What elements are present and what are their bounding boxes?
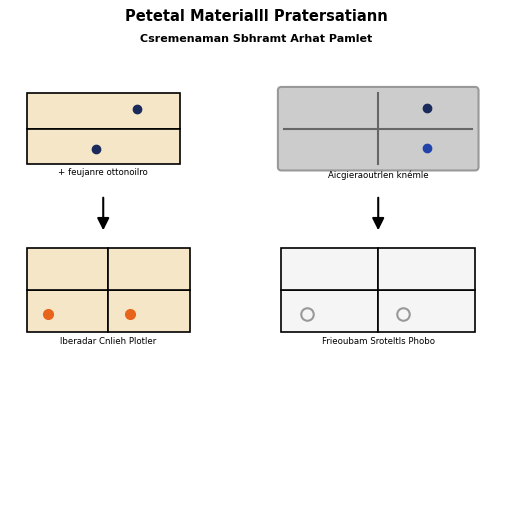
Text: Frieoubam Sroteltls Phobo: Frieoubam Sroteltls Phobo [322, 337, 435, 347]
Text: Csremenaman Sbhramt Arhat Pamlet: Csremenaman Sbhramt Arhat Pamlet [140, 34, 372, 45]
Text: Aicgieraoutrlen knémle: Aicgieraoutrlen knémle [328, 171, 429, 180]
FancyBboxPatch shape [278, 87, 479, 170]
Bar [282, 248, 378, 290]
Bar [378, 248, 475, 290]
Bar [27, 290, 109, 332]
Bar [109, 290, 190, 332]
Text: Petetal Materialll Pratersatiann: Petetal Materialll Pratersatiann [124, 9, 388, 24]
Bar [378, 290, 475, 332]
Bar [27, 129, 180, 164]
Bar [109, 248, 190, 290]
Text: + feujanre ottonoilro: + feujanre ottonoilro [58, 168, 148, 178]
Bar [27, 248, 109, 290]
Text: lberadar Cnlieh Plotler: lberadar Cnlieh Plotler [60, 337, 157, 347]
Bar [282, 290, 378, 332]
Bar [27, 93, 180, 129]
